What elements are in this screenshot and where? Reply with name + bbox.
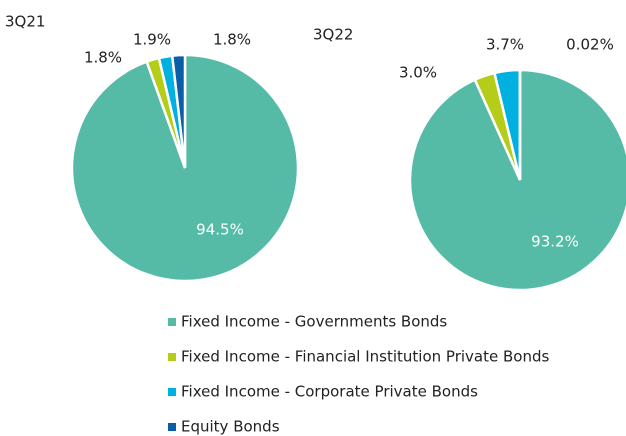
pie-slice [408,68,626,292]
legend-label: Fixed Income - Corporate Private Bonds [181,383,478,401]
legend-swatch [168,388,176,396]
legend-label: Equity Bonds [181,418,280,436]
data-label: 94.5% [196,221,244,239]
data-label: 1.8% [213,31,251,49]
data-label: 1.8% [84,49,122,67]
data-label: 0.02% [566,36,614,54]
legend-label: Fixed Income - Financial Institution Pri… [181,348,549,366]
legend-label: Fixed Income - Governments Bonds [181,313,447,331]
legend-swatch [168,318,176,326]
data-label: 1.9% [133,31,171,49]
data-label: 93.2% [531,233,579,251]
data-label: 3.7% [486,36,524,54]
legend-swatch [168,353,176,361]
legend-swatch [168,423,176,431]
chart-title: 3Q22 [313,26,353,44]
pie-slice [170,53,187,169]
chart-title: 3Q21 [5,13,45,31]
data-label: 3.0% [399,64,437,82]
